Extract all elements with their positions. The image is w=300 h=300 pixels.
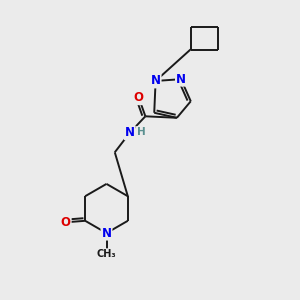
Text: N: N [151, 74, 160, 88]
Text: O: O [61, 216, 71, 229]
Text: N: N [101, 226, 112, 240]
Text: N: N [125, 126, 135, 139]
Text: H: H [137, 127, 146, 137]
Text: O: O [134, 91, 144, 104]
Text: CH₃: CH₃ [97, 249, 116, 259]
Text: N: N [176, 73, 186, 86]
